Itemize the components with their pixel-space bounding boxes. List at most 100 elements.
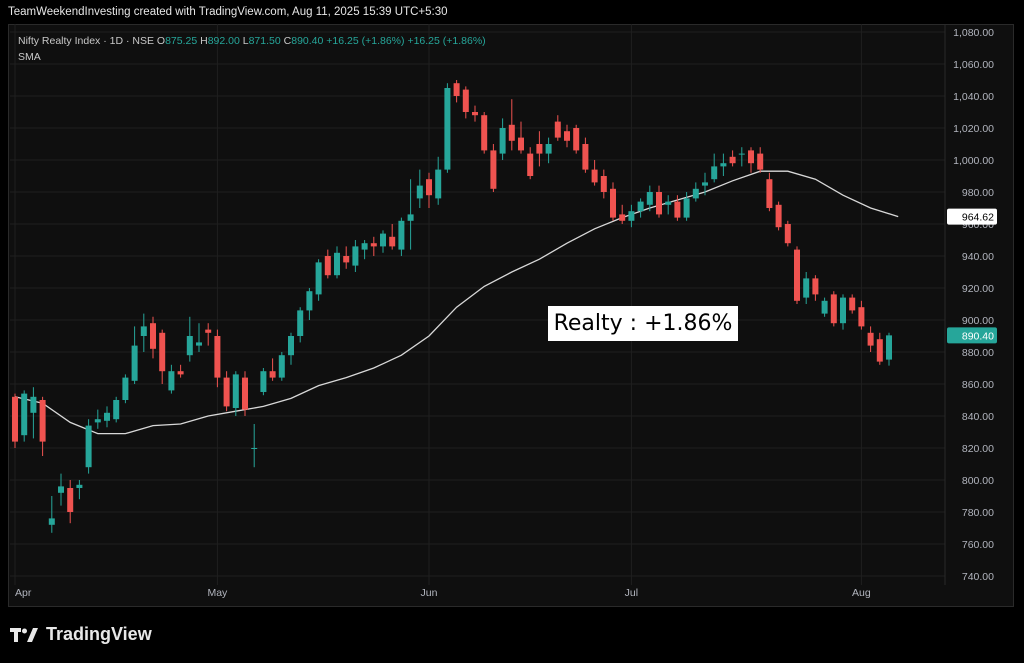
candle-body <box>702 182 708 186</box>
candle-down <box>766 172 773 212</box>
candle-body <box>876 339 883 362</box>
candle-up <box>113 396 120 423</box>
candle-body <box>518 137 524 151</box>
candle-body <box>711 166 718 180</box>
candle-up <box>131 326 138 384</box>
candle-down <box>729 150 736 167</box>
candle-body <box>840 297 846 324</box>
candle-down <box>830 291 837 327</box>
candle-body <box>462 89 469 112</box>
candle-down <box>674 195 681 221</box>
last-price-badge: 890.40 <box>947 327 997 344</box>
candle-up <box>720 153 727 176</box>
candle-up <box>702 172 708 196</box>
candle-body <box>665 201 672 205</box>
candle-body <box>416 185 423 199</box>
sma-line <box>14 170 899 435</box>
grid-lines <box>10 24 946 585</box>
candle-body <box>352 246 359 266</box>
candle-up <box>21 390 28 442</box>
x-tick-label: Aug <box>852 587 871 599</box>
indicator-label[interactable]: SMA <box>18 51 41 63</box>
y-tick-label: 760.00 <box>962 539 994 551</box>
candle-up <box>821 297 828 317</box>
open-value: 875.25 <box>165 35 198 47</box>
candle-body <box>389 236 396 247</box>
candle-down <box>490 144 497 192</box>
chart-caption: TeamWeekendInvesting created with Tradin… <box>8 6 448 18</box>
candle-body <box>472 112 478 116</box>
candle-down <box>269 358 276 381</box>
candle-up <box>122 374 129 404</box>
candle-down <box>453 80 460 103</box>
candle-body <box>122 377 129 400</box>
candle-up <box>58 473 64 506</box>
high-label: H <box>200 35 208 47</box>
candle-body <box>784 224 791 244</box>
candle-down <box>858 300 865 330</box>
candle-down <box>508 99 515 151</box>
candle-up <box>499 118 506 160</box>
candle-down <box>242 371 248 416</box>
candle-down <box>389 224 396 250</box>
candle-down <box>610 182 616 221</box>
candle-down <box>370 236 377 256</box>
sma-series-line <box>14 170 899 435</box>
candle-up <box>306 288 313 320</box>
candle-body <box>886 335 892 360</box>
candle-up <box>435 156 442 205</box>
candle-down <box>573 124 580 154</box>
candle-down <box>159 329 166 384</box>
candle-body <box>205 329 212 333</box>
candle-up <box>334 246 340 279</box>
candle-down <box>343 246 350 269</box>
candle-body <box>140 326 147 336</box>
candle-body <box>315 262 322 295</box>
candle-body <box>481 115 488 151</box>
candle-body <box>830 294 837 324</box>
candle-body <box>94 419 101 423</box>
x-tick-label: Jun <box>421 587 438 599</box>
y-tick-label: 980.00 <box>962 187 994 199</box>
candle-up <box>104 406 110 428</box>
candle-body <box>554 121 561 138</box>
candle-body <box>131 345 138 381</box>
change-value: +16.25 (+1.86%) <box>326 35 405 47</box>
candle-down <box>554 115 561 141</box>
candle-down <box>527 147 534 180</box>
candle-body <box>223 377 230 407</box>
candle-up <box>444 83 451 173</box>
tradingview-logo-icon <box>10 627 38 642</box>
candle-down <box>591 160 598 186</box>
candle-up <box>76 480 83 500</box>
candle-up <box>94 409 101 429</box>
candle-down <box>536 131 543 167</box>
candle-up <box>140 313 147 352</box>
candle-up <box>692 182 699 202</box>
chart-frame[interactable] <box>8 24 1014 607</box>
candle-body <box>867 332 874 346</box>
candle-up <box>297 307 304 343</box>
candle-up <box>683 192 690 221</box>
candle-up <box>278 352 285 381</box>
candle-body <box>196 342 202 346</box>
candle-up <box>545 137 552 164</box>
candle-up <box>711 153 718 183</box>
candle-up <box>628 204 635 228</box>
candle-body <box>646 192 653 205</box>
low-value: 871.50 <box>248 35 281 47</box>
candle-down <box>656 185 662 218</box>
candle-body <box>508 124 515 141</box>
candle-body <box>738 153 745 155</box>
candle-body <box>67 488 74 512</box>
x-tick-label: May <box>207 587 228 599</box>
candle-body <box>370 243 377 247</box>
candle-up <box>48 496 55 533</box>
candle-up <box>186 316 193 362</box>
badge-bg <box>947 327 997 344</box>
y-tick-label: 780.00 <box>962 507 994 519</box>
candle-body <box>269 371 276 378</box>
candle-down <box>794 246 800 304</box>
candle-body <box>794 249 800 301</box>
